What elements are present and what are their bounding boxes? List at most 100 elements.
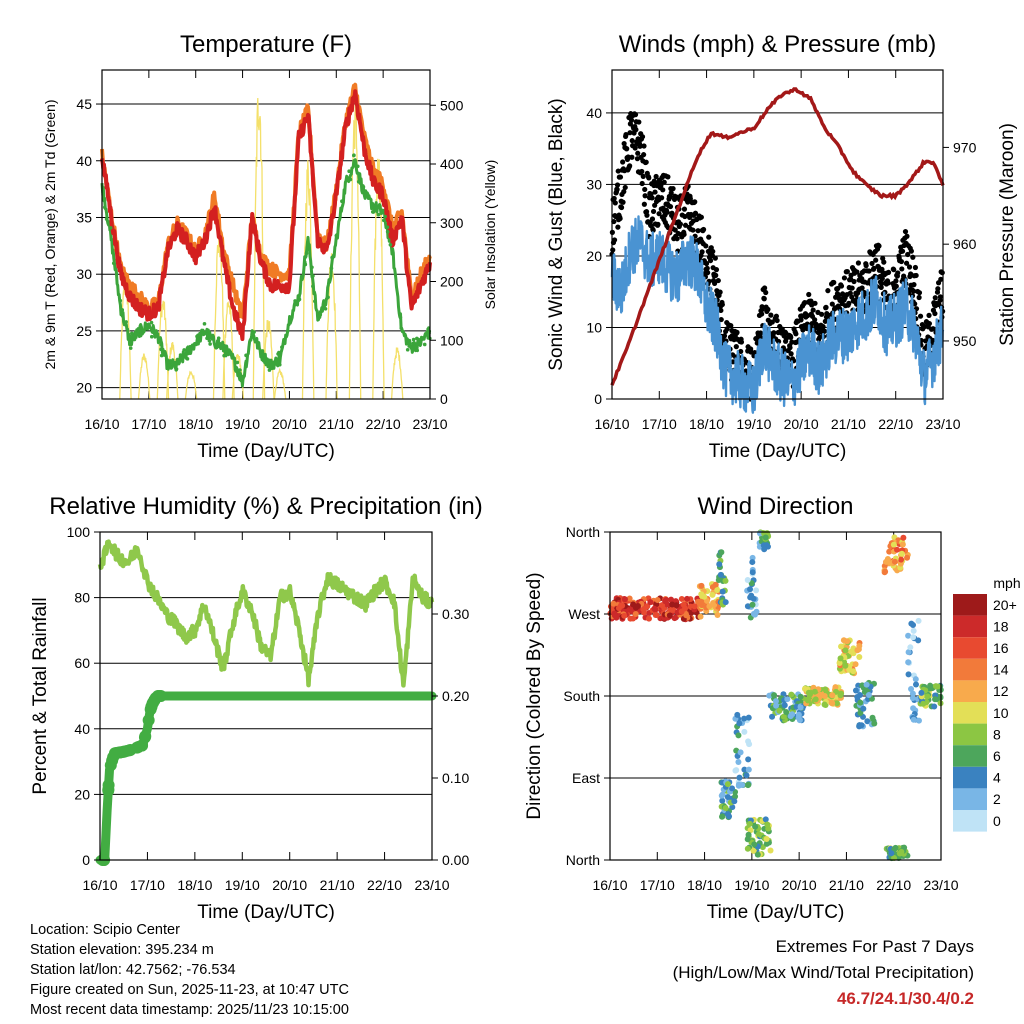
wind-direction-point [856, 722, 863, 729]
wind-direction-point [714, 587, 721, 594]
wind-direction-point [709, 584, 716, 591]
dewpoint-point [311, 274, 315, 278]
y-tick-label: 20 [74, 786, 90, 802]
dewpoint-point [316, 314, 320, 318]
wind-direction-point [772, 698, 779, 705]
gust-point [841, 275, 848, 281]
dewpoint-point [371, 210, 376, 214]
wind-direction-point [821, 701, 828, 708]
wind-direction-point [915, 717, 922, 724]
y-tick-label-right: 970 [953, 139, 977, 155]
dewpoint-point [104, 217, 109, 221]
gust-point [849, 285, 855, 291]
gust-point [653, 173, 659, 180]
wind-direction-point [722, 577, 729, 584]
gust-point [703, 243, 709, 249]
wind-direction-point [908, 685, 915, 692]
gust-point [879, 275, 885, 282]
gust-point [898, 258, 905, 265]
y-tick-label: 45 [76, 96, 92, 112]
gust-point [903, 260, 910, 266]
gust-point [635, 150, 641, 156]
gust-point [665, 174, 671, 180]
gust-point [652, 189, 658, 195]
wind-direction-point [719, 813, 726, 820]
x-tick-label: 17/10 [642, 416, 677, 432]
x-tick-label: 23/10 [412, 416, 447, 432]
wind-direction-point [744, 576, 751, 583]
dewpoint-point [310, 265, 314, 270]
dewpoint-point [380, 208, 385, 213]
wind-direction-point [920, 700, 927, 707]
dewpoint-point [326, 295, 330, 300]
gust-point [641, 201, 647, 207]
dewpoint-point [124, 320, 128, 324]
colorbar-label: 12 [993, 683, 1009, 699]
dewpoint-point [182, 348, 186, 352]
wind-direction-point [829, 700, 836, 707]
wind-direction-point [804, 697, 811, 704]
dewpoint-point [355, 164, 360, 169]
wind-direction-point [746, 820, 753, 827]
gust-point [718, 316, 724, 323]
wind-direction-point [735, 759, 742, 766]
colorbar-swatch [953, 680, 987, 702]
wind-direction-point [907, 644, 914, 651]
gust-point [621, 140, 627, 147]
wind-direction-point [741, 715, 748, 722]
gust-point [611, 237, 618, 243]
gust-point [738, 348, 744, 355]
gust-point [762, 285, 768, 291]
gust-point [637, 143, 643, 149]
wind-direction-point [741, 728, 748, 735]
gust-point [913, 272, 919, 279]
wind-direction-point [924, 693, 931, 700]
wind-direction-point [856, 654, 863, 661]
x-tick-label: 18/10 [177, 877, 212, 893]
x-tick-label: 16/10 [592, 877, 627, 893]
winds-ylabel: Sonic Wind & Gust (Blue, Black) [546, 98, 567, 370]
wind-direction-point [833, 700, 840, 707]
dewpoint-point [159, 342, 163, 347]
gust-point [633, 127, 639, 133]
dewpoint-point [253, 339, 258, 344]
colorbar-swatch [953, 615, 987, 638]
wind-direction-point [751, 611, 758, 618]
wind-direction-point [678, 608, 685, 615]
dewpoint-point [426, 327, 430, 331]
gust-point [902, 228, 909, 235]
gust-point [873, 257, 879, 263]
dewpoint-point [406, 339, 410, 343]
colorbar-swatch [953, 810, 987, 832]
wind-direction-point [731, 798, 738, 805]
dewpoint-point [398, 315, 403, 320]
gust-point [640, 173, 646, 179]
gust-point [650, 227, 656, 233]
dewpoint-point [285, 329, 290, 333]
gust-point [937, 294, 944, 300]
dewpoint-point [323, 306, 328, 311]
dewpoint-point [411, 341, 416, 346]
precip-point [147, 696, 160, 709]
gust-point [788, 334, 794, 340]
elevation-text: Station elevation: 395.234 m [30, 942, 214, 958]
dewpoint-point [159, 353, 164, 358]
gust-point [712, 255, 718, 261]
x-tick-label: 18/10 [689, 416, 724, 432]
wind-direction-point [882, 568, 889, 575]
gust-point [912, 264, 919, 271]
precip-point [142, 714, 155, 727]
gust-point [713, 267, 720, 273]
y-tick-label: West [568, 606, 600, 622]
gust-point [617, 215, 623, 222]
x-tick-label: 16/10 [84, 416, 119, 432]
gust-point [703, 260, 710, 267]
dewpoint-point [313, 299, 317, 304]
gust-point [615, 168, 621, 174]
x-tick-label: 23/10 [414, 877, 449, 893]
gust-point [717, 289, 723, 295]
wind-direction-point [837, 655, 844, 662]
wind-direction-point [750, 847, 757, 854]
wind-direction-point [626, 595, 633, 602]
wind-direction-point [764, 821, 771, 828]
